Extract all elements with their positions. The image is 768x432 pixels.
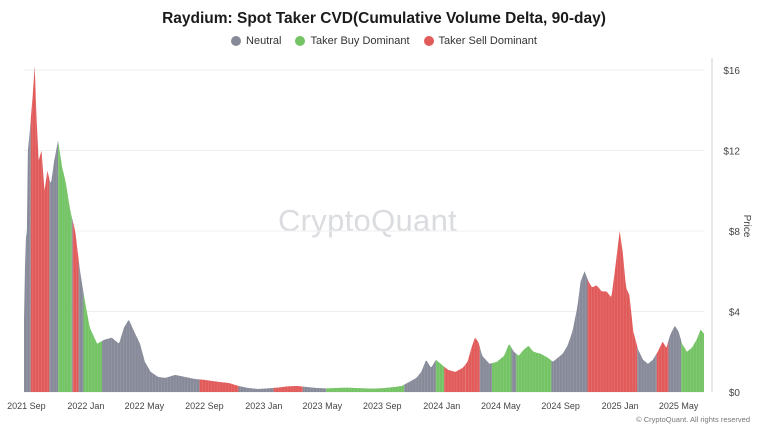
y-tick-label: $8 xyxy=(729,227,741,238)
x-tick-label: 2023 Jan xyxy=(245,401,282,411)
legend-swatch-taker-sell xyxy=(423,36,434,46)
area-segment-taker-buy-dominant xyxy=(435,359,445,392)
legend: Neutral Taker Buy Dominant Taker Sell Do… xyxy=(0,35,768,47)
area-segment-taker-buy-dominant xyxy=(58,140,72,392)
area-segment-neutral xyxy=(668,326,682,392)
x-tick-label: 2021 Sep xyxy=(7,401,46,411)
area-segment-taker-sell-dominant xyxy=(444,364,466,392)
legend-swatch-neutral xyxy=(231,36,242,46)
area-segment-neutral xyxy=(24,118,31,392)
chart-title: Raydium: Spot Taker CVD(Cumulative Volum… xyxy=(162,10,606,27)
x-tick-label: 2025 Jan xyxy=(602,401,639,411)
y-tick-label: $16 xyxy=(723,66,740,77)
x-tick-label: 2022 Sep xyxy=(185,401,224,411)
legend-swatch-taker-buy xyxy=(295,36,306,46)
area-segment-neutral xyxy=(101,320,200,392)
area-segment-neutral xyxy=(404,359,436,392)
area-segment-neutral xyxy=(479,346,492,392)
area-segment-neutral xyxy=(637,346,657,392)
area-segment-neutral xyxy=(238,385,274,392)
x-tick-label: 2022 May xyxy=(125,401,165,411)
area-segment-taker-sell-dominant xyxy=(656,340,669,392)
area-segment-neutral xyxy=(551,271,588,392)
legend-item-taker-sell[interactable]: Taker Sell Dominant xyxy=(423,35,537,47)
area-segment-neutral xyxy=(78,259,84,392)
x-tick-label: 2022 Jan xyxy=(67,401,104,411)
area-segment-neutral xyxy=(302,386,327,392)
y-tick-label: $4 xyxy=(729,308,741,319)
area-segment-taker-buy-dominant xyxy=(516,346,552,392)
area-segment-taker-buy-dominant xyxy=(491,344,512,392)
legend-item-taker-buy[interactable]: Taker Buy Dominant xyxy=(295,35,410,47)
area-segment-taker-sell-dominant xyxy=(587,231,638,392)
area-segment-neutral xyxy=(71,216,73,392)
y-tick-label: $12 xyxy=(723,147,740,158)
copyright-text: © CryptoQuant. All rights reserved xyxy=(636,415,750,424)
area-segment-taker-sell-dominant xyxy=(199,379,239,392)
x-tick-label: 2023 May xyxy=(303,401,343,411)
legend-label-taker-sell: Taker Sell Dominant xyxy=(438,35,537,47)
legend-item-neutral[interactable]: Neutral xyxy=(231,35,281,47)
area-segment-taker-buy-dominant xyxy=(83,292,102,392)
legend-label-neutral: Neutral xyxy=(246,35,282,47)
x-tick-label: 2024 Jan xyxy=(423,401,460,411)
area-segment-taker-buy-dominant xyxy=(326,384,405,392)
area-segment-taker-sell-dominant xyxy=(72,220,79,392)
x-tick-label: 2023 Sep xyxy=(363,401,402,411)
area-segment-taker-sell-dominant xyxy=(273,385,303,392)
x-tick-label: 2024 May xyxy=(481,401,521,411)
y-tick-label: $0 xyxy=(729,388,741,399)
area-segment-neutral xyxy=(511,347,517,392)
y-axis-label: Price xyxy=(741,215,752,238)
x-tick-label: 2025 May xyxy=(659,401,699,411)
bar-texture xyxy=(23,94,703,392)
legend-label-taker-buy: Taker Buy Dominant xyxy=(310,35,410,47)
area-segment-taker-sell-dominant xyxy=(30,66,50,392)
area-segment-taker-sell-dominant xyxy=(465,337,480,392)
area-segment-taker-buy-dominant xyxy=(681,329,704,392)
area-segment-neutral xyxy=(49,140,59,392)
x-tick-label: 2024 Sep xyxy=(541,401,580,411)
